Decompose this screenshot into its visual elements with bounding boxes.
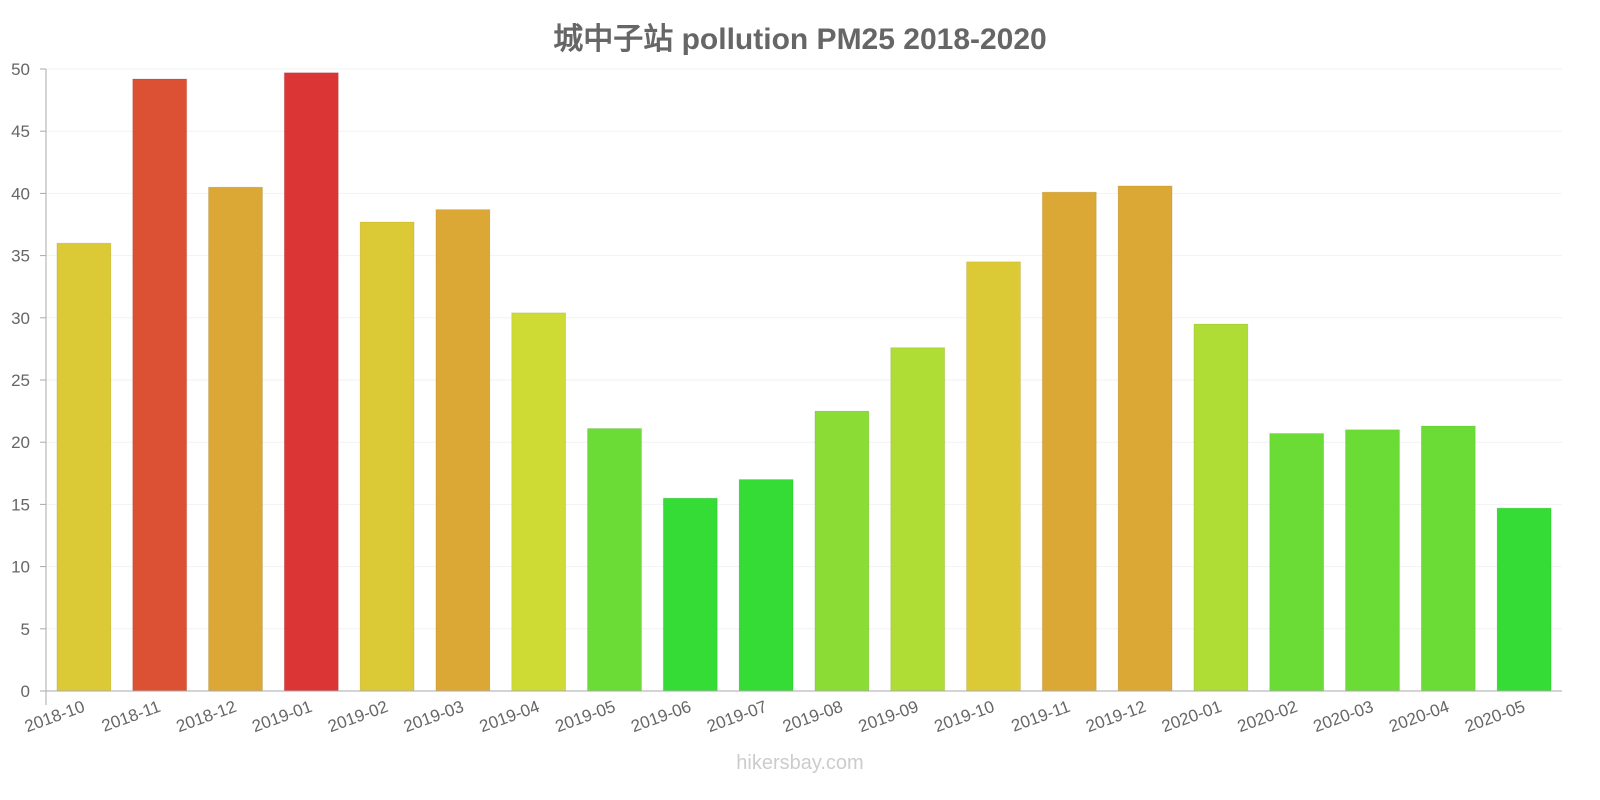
x-tick-label: 2020-05: [1462, 697, 1527, 736]
x-tick-label: 2019-07: [704, 697, 769, 736]
y-tick-label: 25: [11, 371, 30, 390]
x-tick-label: 2020-02: [1235, 697, 1300, 736]
bar-2019-07[interactable]: 2019-07: 17: [738, 479, 794, 692]
bar-2019-12[interactable]: 2019-12: 40.6: [1117, 185, 1173, 692]
x-tick-label: 2018-12: [174, 697, 239, 736]
x-tick-label: 2019-06: [629, 697, 694, 736]
x-tick-label: 2020-01: [1159, 697, 1224, 736]
y-tick-label: 10: [11, 558, 30, 577]
bar-2020-01[interactable]: 2020-01: 29.5: [1193, 323, 1249, 692]
bar-2018-10[interactable]: 2018-10: 36: [56, 242, 112, 692]
chart-title: 城中子站 pollution PM25 2018-2020: [553, 23, 1047, 56]
gridlines: [46, 68, 1562, 630]
y-tick-label: 5: [21, 620, 30, 639]
bar-2018-12[interactable]: 2018-12: 40.5: [208, 186, 263, 692]
x-tick-label: 2019-12: [1083, 697, 1148, 736]
bar-2018-11[interactable]: 2018-11: 49.2: [132, 78, 188, 692]
bar-2020-03[interactable]: 2020-03: 21: [1345, 429, 1400, 692]
x-tick-label: 2019-03: [401, 697, 466, 736]
x-tick-label: 2019-05: [553, 697, 618, 736]
x-axis: 2018-10 2018-11 2018-12 2019-01 2019-02 2019-…: [22, 690, 1562, 736]
bar-2019-02[interactable]: 2019-02: 37.7: [359, 221, 415, 692]
bar-2019-10[interactable]: 2019-10: 34.5: [966, 261, 1021, 692]
bars: 2018-10: 36 2018-11: 49.2 2018-12: 40.5 201…: [56, 72, 1552, 692]
bar-2019-01[interactable]: 2019-01: 49.7: [283, 72, 339, 692]
x-tick-label: 2019-08: [780, 697, 845, 736]
watermark: hikersbay.com: [736, 752, 864, 774]
x-tick-label: 2018-10: [22, 697, 87, 736]
x-tick-label: 2020-03: [1311, 697, 1376, 736]
y-tick-label: 50: [11, 60, 30, 79]
x-tick-label: 2019-02: [325, 697, 390, 736]
bar-2019-08[interactable]: 2019-08: 22.5: [814, 410, 870, 692]
bar-2020-02[interactable]: 2020-02: 20.7: [1269, 432, 1325, 692]
bar-2019-11[interactable]: 2019-11: 40.1: [1041, 191, 1097, 692]
y-tick-label: 20: [11, 433, 30, 452]
x-tick-label: 2019-04: [477, 697, 542, 736]
y-tick-label: 40: [11, 184, 30, 203]
x-tick-label: 2019-10: [932, 697, 997, 736]
y-axis: 0 5 10 15 20 25 30 35 40 45 50: [11, 60, 47, 705]
bar-2020-04[interactable]: 2020-04: 21.3: [1420, 425, 1476, 692]
bar-2020-05[interactable]: 2020-05: 14.7: [1496, 507, 1552, 692]
bar-2019-09[interactable]: 2019-09: 27.6: [890, 347, 946, 692]
x-tick-label: 2020-04: [1387, 697, 1452, 736]
x-tick-label: 2019-09: [856, 697, 921, 736]
bar-2019-06[interactable]: 2019-06: 15.5: [662, 497, 718, 692]
y-tick-label: 15: [11, 495, 30, 514]
x-tick-label: 2019-11: [1009, 697, 1073, 736]
x-tick-label: 2018-11: [99, 697, 163, 736]
bar-2019-03[interactable]: 2019-03: 38.7: [435, 209, 491, 692]
bar-2019-05[interactable]: 2019-05: 21.1: [587, 428, 642, 692]
y-tick-label: 45: [11, 122, 30, 141]
bar-2019-04[interactable]: 2019-04: 30.4: [511, 312, 567, 692]
y-tick-label: 35: [11, 247, 30, 266]
y-tick-label: 30: [11, 309, 30, 328]
x-tick-label: 2019-01: [250, 697, 315, 736]
y-tick-label: 0: [21, 682, 30, 701]
